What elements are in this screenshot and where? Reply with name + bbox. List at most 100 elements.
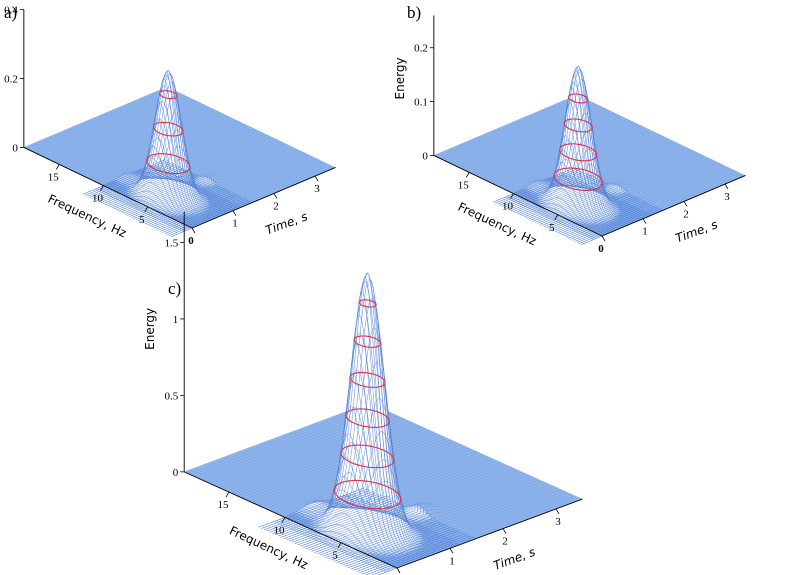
contour-line bbox=[333, 479, 402, 510]
mesh-line-freq bbox=[599, 173, 743, 235]
peak-ridge bbox=[533, 65, 623, 228]
peak-ridge bbox=[553, 176, 642, 220]
frequency-tick-label: 15 bbox=[48, 171, 60, 183]
contour-line bbox=[345, 408, 390, 428]
peak-ridge bbox=[507, 196, 596, 239]
peak-ridge bbox=[530, 82, 619, 230]
contour-line bbox=[563, 118, 593, 133]
panel-label: a) bbox=[4, 3, 18, 22]
frequency-tick bbox=[465, 172, 470, 178]
energy-tick-label: 1 bbox=[173, 314, 179, 326]
frequency-tick-label: 10 bbox=[502, 201, 514, 213]
time-tick-label: 3 bbox=[314, 183, 320, 195]
mesh-line-freq bbox=[68, 108, 213, 170]
frequency-tick bbox=[225, 491, 230, 498]
time-tick-label: 1 bbox=[449, 555, 455, 567]
energy-tick-label: 0 bbox=[12, 142, 18, 154]
peak-ridge bbox=[331, 480, 444, 552]
mesh-line-freq bbox=[237, 426, 423, 497]
peak-ridge bbox=[276, 520, 389, 572]
peak-ridge bbox=[551, 177, 640, 221]
mesh-line-freq bbox=[240, 428, 427, 498]
mesh-line-freq bbox=[486, 120, 631, 182]
mesh-line-freq bbox=[478, 116, 623, 178]
energy-tick-label: 0.1 bbox=[414, 97, 428, 109]
peak-ridge bbox=[125, 72, 215, 219]
energy-tick-label: 0.4 bbox=[4, 4, 18, 16]
peak-ridge bbox=[535, 68, 625, 227]
mesh-line-freq bbox=[65, 106, 210, 168]
mesh-line-freq bbox=[244, 429, 431, 500]
peak-ridge bbox=[537, 79, 627, 226]
time-tick bbox=[191, 227, 196, 234]
peak-ridge bbox=[146, 166, 236, 210]
peak-ridge bbox=[532, 70, 621, 229]
peak-ridge bbox=[346, 494, 459, 546]
time-axis bbox=[191, 167, 336, 229]
mesh-line-freq bbox=[32, 90, 176, 152]
peak-ridge bbox=[541, 112, 631, 225]
peak-ridge bbox=[528, 99, 617, 230]
peak-ridge bbox=[543, 131, 633, 224]
peak-ridge bbox=[301, 369, 414, 563]
contour-line bbox=[340, 444, 395, 469]
mesh-line-freq bbox=[596, 172, 740, 234]
peak-ridge bbox=[299, 407, 412, 563]
contour-line bbox=[152, 121, 184, 137]
energy-axis-label: Energy bbox=[393, 57, 407, 99]
time-tick bbox=[642, 218, 647, 224]
time-tick bbox=[232, 210, 237, 216]
contour-line bbox=[358, 299, 377, 308]
mesh-line-freq bbox=[433, 94, 578, 156]
time-tick bbox=[314, 175, 319, 182]
peak-ridge bbox=[516, 191, 606, 235]
contour-line bbox=[559, 143, 598, 162]
peak-ridge bbox=[562, 172, 652, 216]
mesh-line-freq bbox=[71, 109, 216, 171]
time-axis-label: Time, s bbox=[264, 209, 310, 237]
time-tick-label: 0 bbox=[598, 243, 604, 255]
frequency-tick bbox=[55, 164, 60, 170]
axes bbox=[433, 15, 746, 237]
peak-ridge bbox=[539, 94, 629, 226]
peak-ridge bbox=[135, 145, 225, 215]
peak-ridge bbox=[120, 85, 209, 222]
peak-ridge bbox=[99, 187, 188, 231]
panel-b: b) 0 1 2 3 15 10 5 0 0.1 0.2 Time, s Frequency, Hz E… bbox=[393, 0, 793, 265]
peak-ridge bbox=[311, 272, 424, 559]
mesh-line-freq bbox=[442, 98, 586, 160]
peak-ridge bbox=[514, 192, 604, 236]
time-axis bbox=[396, 498, 583, 569]
peak-ridge bbox=[137, 159, 226, 214]
mesh-line-freq bbox=[26, 87, 171, 150]
peak-ridge bbox=[558, 174, 648, 218]
mesh-line-freq bbox=[189, 165, 333, 227]
peak-ridge bbox=[123, 70, 213, 220]
peak-ridge bbox=[313, 278, 427, 558]
peak-ridge bbox=[333, 496, 446, 551]
mesh-line-freq bbox=[29, 89, 174, 151]
energy-tick-label: 0 bbox=[173, 467, 179, 479]
time-tick-label: 2 bbox=[502, 536, 508, 548]
mesh-line-freq bbox=[481, 117, 626, 179]
mesh-line-freq bbox=[436, 95, 581, 158]
frequency-axis bbox=[184, 471, 398, 569]
axes bbox=[183, 211, 583, 569]
peak-ridge bbox=[139, 169, 228, 214]
peak-ridge bbox=[326, 431, 439, 553]
frequency-tick-label: 15 bbox=[458, 179, 470, 191]
time-tick bbox=[555, 508, 560, 515]
time-tick bbox=[601, 235, 606, 242]
energy-tick-label: 0.5 bbox=[164, 390, 178, 402]
peak-ridge bbox=[343, 495, 456, 547]
frequency-tick-label: 5 bbox=[549, 222, 555, 234]
peak-ridge bbox=[127, 82, 217, 218]
peak-ridge bbox=[291, 495, 404, 566]
peak-ridge bbox=[104, 184, 194, 228]
mesh-line-freq bbox=[34, 92, 179, 154]
time-tick bbox=[396, 567, 401, 574]
time-tick-label: 2 bbox=[683, 208, 689, 220]
